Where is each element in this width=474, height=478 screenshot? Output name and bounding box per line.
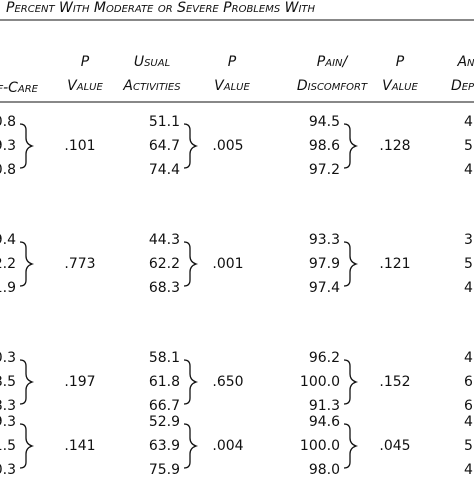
brace [19, 241, 35, 287]
cell: 0.8 [0, 114, 16, 130]
cell: 44.3 [149, 232, 180, 248]
cell: 4 [464, 414, 473, 430]
brace [183, 241, 199, 287]
column-header: Value [67, 78, 103, 94]
cell: 98.0 [309, 462, 340, 474]
cell: 6 [464, 398, 473, 414]
cell: 4 [464, 350, 473, 366]
cell: 1.9 [0, 280, 16, 296]
cell: 4 [464, 114, 473, 130]
p-value: .773 [64, 256, 95, 272]
column-header: Activities [122, 78, 181, 94]
cell: 96.2 [309, 350, 340, 366]
column-header: f-Care [0, 80, 39, 96]
cell: 62.2 [149, 256, 180, 272]
cell: 9.4 [0, 232, 16, 248]
cell: 0.3 [0, 350, 16, 366]
column-header: Discomfort [297, 78, 368, 94]
brace [19, 123, 35, 169]
p-value: .045 [379, 438, 410, 454]
cell: 51.1 [149, 114, 180, 130]
cell: 94.6 [309, 414, 340, 430]
column-header: Value [214, 78, 250, 94]
cell: 66.7 [149, 398, 180, 414]
cell: 9.3 [0, 138, 16, 154]
column-header: Pain/ [317, 54, 349, 70]
p-value: .101 [64, 138, 95, 154]
cell: 0.3 [0, 462, 16, 474]
cell: 98.6 [309, 138, 340, 154]
p-value: .141 [64, 438, 95, 454]
cell: 0.8 [0, 162, 16, 178]
p-value: .650 [212, 374, 243, 390]
p-value: .005 [212, 138, 243, 154]
cell: 100.0 [300, 438, 340, 454]
cell: 97.9 [309, 256, 340, 272]
brace [343, 359, 359, 405]
brace [343, 241, 359, 287]
cell: 4 [464, 162, 473, 178]
cell: 75.9 [149, 462, 180, 474]
cell: 64.7 [149, 138, 180, 154]
cell: 3 [464, 232, 473, 248]
brace [343, 423, 359, 469]
brace [183, 359, 199, 405]
p-value: .128 [379, 138, 410, 154]
column-header: P [396, 54, 405, 70]
cell: 4 [464, 280, 473, 296]
column-header: P [228, 54, 237, 70]
column-header: Usual [134, 54, 170, 70]
cell: 97.4 [309, 280, 340, 296]
cell: 52.9 [149, 414, 180, 430]
column-header: P [81, 54, 90, 70]
p-value: .001 [212, 256, 243, 272]
cell: 68.3 [149, 280, 180, 296]
cell: 100.0 [300, 374, 340, 390]
cell: 5 [464, 138, 473, 154]
table-title: Percent With Moderate or Severe Problems… [6, 0, 316, 16]
cell: 63.9 [149, 438, 180, 454]
brace [343, 123, 359, 169]
column-header: Value [382, 78, 418, 94]
cell: 94.5 [309, 114, 340, 130]
cell: 4 [464, 462, 473, 474]
column-header: An [456, 54, 474, 70]
p-value: .152 [379, 374, 410, 390]
cell: 8.5 [0, 374, 16, 390]
brace [19, 359, 35, 405]
cell: 74.4 [149, 162, 180, 178]
cell: 5 [464, 438, 473, 454]
p-value: .121 [379, 256, 410, 272]
cell: 58.1 [149, 350, 180, 366]
brace [183, 423, 199, 469]
brace [183, 123, 199, 169]
cell: 6 [464, 374, 473, 390]
cell: 91.3 [309, 398, 340, 414]
cell: 5 [464, 256, 473, 272]
brace [19, 423, 35, 469]
cell: 2.2 [0, 256, 16, 272]
cell: 61.8 [149, 374, 180, 390]
p-value: .004 [212, 438, 243, 454]
cell: 1.5 [0, 438, 16, 454]
cell: 93.3 [309, 232, 340, 248]
p-value: .197 [64, 374, 95, 390]
column-header: Depr [451, 78, 474, 94]
cell: 8.3 [0, 398, 16, 414]
cell: 9.3 [0, 414, 16, 430]
cell: 97.2 [309, 162, 340, 178]
